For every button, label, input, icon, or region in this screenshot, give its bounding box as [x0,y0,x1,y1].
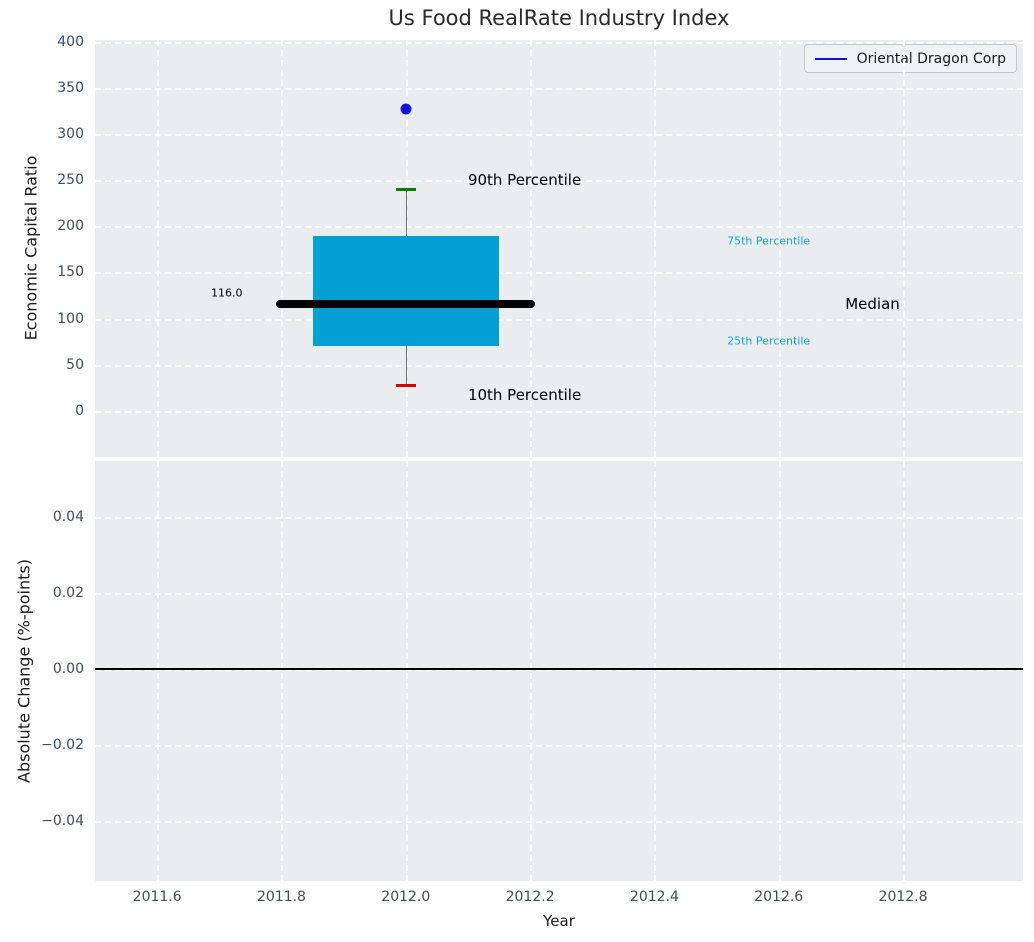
company-data-point [400,103,412,115]
y-tick-label: 0 [75,402,84,419]
y-tick-label: 250 [57,172,84,189]
gridline-vertical [157,461,160,881]
gridline-horizontal [95,410,1023,413]
x-tick-label: 2011.8 [256,889,306,905]
y-tick-label: −0.04 [41,812,84,829]
bottom-plot-absolute-change [95,461,1023,881]
gridline-vertical [405,461,408,881]
gridline-vertical [157,40,160,457]
y-tick-label: −0.02 [41,736,84,753]
gridline-horizontal [95,41,1023,44]
y-tick-label: 0.00 [52,660,84,677]
legend-line-icon [814,57,847,60]
p90-whisker-cap [395,187,416,191]
annotation-10th-percentile: 10th Percentile [467,386,582,405]
y-tick-label: 50 [66,356,84,373]
x-tick-label: 2012.6 [754,889,804,905]
iqr-box [312,235,500,347]
gridline-horizontal [95,318,1023,321]
y-tick-label: 300 [57,126,84,143]
chart-title: Us Food RealRate Industry Index [388,6,730,30]
y-tick-label: 0.04 [52,508,84,525]
gridline-vertical [903,461,906,881]
y-tick-label: 200 [57,218,84,235]
y-tick-label: 150 [57,264,84,281]
gridline-horizontal [95,226,1023,229]
gridline-horizontal [95,820,1023,823]
gridline-horizontal [95,592,1023,595]
x-tick-label: 2012.4 [629,889,679,905]
annotation-median: Median [845,294,900,313]
annotation-75th-percentile: 75th Percentile [727,234,811,248]
gridline-horizontal [95,364,1023,367]
gridline-horizontal [95,516,1023,519]
gridline-vertical [778,40,781,457]
y-tick-label: 100 [57,310,84,327]
gridline-vertical [654,40,657,457]
annotation-90th-percentile: 90th Percentile [467,171,582,190]
zero-reference-line [95,667,1023,670]
x-tick-label: 2012.2 [505,889,555,905]
p10-whisker-cap [395,383,416,387]
x-axis-label: Year [543,912,575,930]
gridline-horizontal [95,668,1023,671]
y-tick-label: 400 [57,33,84,50]
gridline-vertical [530,461,533,881]
gridline-vertical [778,461,781,881]
gridline-horizontal [95,180,1023,183]
y-tick-label: 0.02 [52,584,84,601]
gridline-horizontal [95,134,1023,137]
x-tick-label: 2011.6 [132,889,182,905]
gridline-horizontal [95,272,1023,275]
gridline-horizontal [95,744,1023,747]
median-line [276,299,536,308]
x-tick-label: 2012.8 [878,889,928,905]
x-tick-label: 2012.0 [381,889,431,905]
gridline-vertical [281,40,284,457]
gridline-horizontal [95,87,1023,90]
gridline-vertical [654,461,657,881]
legend-label: Oriental Dragon Corp [856,50,1006,67]
annotation-116-0: 116.0 [211,286,243,300]
gridline-vertical [281,461,284,881]
gridline-vertical [903,40,906,457]
annotation-25th-percentile: 25th Percentile [727,334,811,348]
y-tick-label: 350 [57,79,84,96]
top-plot-economic-capital-ratio: Oriental Dragon Corp 90th Percentile 10th… [95,40,1023,457]
gridline-vertical [530,40,533,457]
legend: Oriental Dragon Corp [803,44,1017,73]
